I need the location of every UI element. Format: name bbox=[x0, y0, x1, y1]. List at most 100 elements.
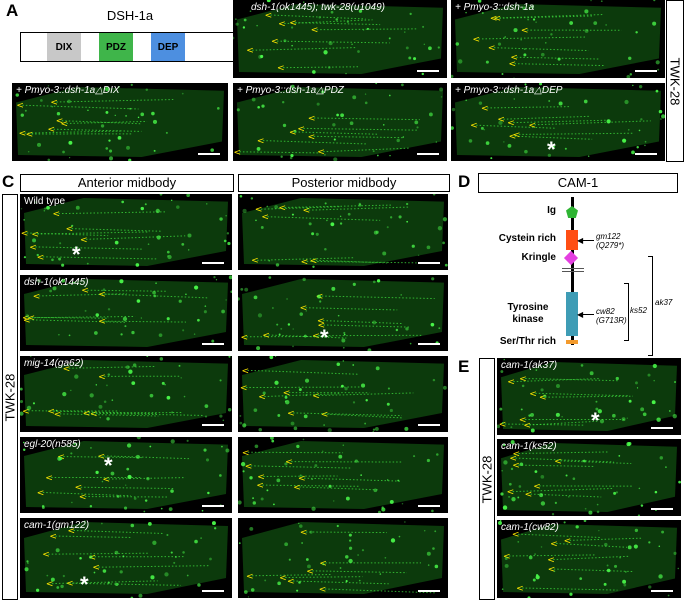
muscle-signal bbox=[544, 395, 633, 398]
muscle-signal bbox=[508, 554, 596, 557]
puncta-dot bbox=[354, 459, 358, 463]
puncta-dot bbox=[427, 564, 430, 566]
puncta-dot bbox=[314, 464, 318, 467]
puncta-dot bbox=[504, 563, 509, 568]
puncta-dot bbox=[128, 158, 132, 161]
puncta-dot bbox=[204, 305, 207, 307]
puncta-dot bbox=[606, 119, 611, 124]
puncta-dot bbox=[554, 501, 557, 504]
puncta-dot bbox=[642, 412, 647, 417]
arrowhead-icon: < bbox=[297, 124, 305, 134]
puncta-dot bbox=[194, 285, 199, 290]
puncta-dot bbox=[303, 334, 307, 338]
puncta-dot bbox=[152, 540, 157, 545]
puncta-dot bbox=[673, 551, 677, 555]
puncta-dot bbox=[606, 564, 609, 567]
puncta-dot bbox=[347, 212, 351, 216]
puncta-dot bbox=[23, 448, 26, 451]
puncta-dot bbox=[147, 243, 150, 245]
puncta-dot bbox=[61, 278, 65, 283]
arrowhead-icon: < bbox=[278, 204, 286, 214]
puncta-dot bbox=[626, 417, 628, 419]
arrowhead-icon: < bbox=[258, 393, 266, 403]
puncta-dot bbox=[414, 120, 419, 125]
puncta-dot bbox=[352, 95, 357, 100]
puncta-dot bbox=[186, 439, 189, 442]
puncta-dot bbox=[225, 448, 230, 453]
puncta-dot bbox=[431, 277, 435, 281]
puncta-dot bbox=[555, 384, 560, 388]
arrowhead-icon: < bbox=[539, 393, 547, 403]
muscle-signal bbox=[322, 320, 402, 325]
deletion-label-ks52: ks52 bbox=[630, 306, 647, 315]
arrowhead-icon: < bbox=[45, 474, 53, 484]
puncta-dot bbox=[417, 254, 420, 257]
puncta-dot bbox=[324, 248, 327, 251]
puncta-dot bbox=[44, 207, 47, 210]
puncta-dot bbox=[103, 400, 107, 404]
puncta-dot bbox=[302, 438, 305, 441]
micrograph-b-delta-dep: < < < < < < < + Pmyo-3::dsh-1a△DEP * bbox=[451, 83, 665, 161]
puncta-dot bbox=[298, 388, 302, 392]
puncta-dot bbox=[322, 563, 325, 566]
puncta-dot bbox=[497, 424, 501, 429]
puncta-dot bbox=[411, 244, 415, 248]
puncta-dot bbox=[584, 9, 589, 14]
muscle-signal bbox=[267, 216, 381, 221]
puncta-dot bbox=[333, 157, 338, 161]
muscle-signal bbox=[299, 486, 379, 491]
puncta-dot bbox=[501, 422, 504, 424]
puncta-dot bbox=[323, 424, 325, 426]
arrowhead-icon: < bbox=[308, 132, 316, 142]
muscle-signal bbox=[24, 130, 122, 134]
arrowhead-icon: < bbox=[26, 130, 34, 140]
puncta-dot bbox=[51, 258, 54, 262]
puncta-dot bbox=[386, 479, 389, 481]
puncta-dot bbox=[596, 503, 599, 506]
muscle-signal bbox=[514, 135, 593, 140]
puncta-dot bbox=[276, 323, 279, 326]
puncta-dot bbox=[115, 582, 119, 586]
caption: + Pmyo-3::dsh-1a△PDZ bbox=[237, 85, 344, 96]
micrograph-c-dsh1-anterior: < < < < < < < dsh-1(ok1445) bbox=[20, 275, 232, 351]
puncta-dot bbox=[413, 455, 416, 458]
puncta-dot bbox=[89, 393, 94, 398]
puncta-dot bbox=[423, 43, 426, 46]
puncta-dot bbox=[653, 379, 655, 382]
puncta-dot bbox=[539, 83, 543, 86]
arrowhead-icon: < bbox=[49, 532, 57, 542]
puncta-dot bbox=[159, 194, 163, 196]
arrowhead-icon: < bbox=[306, 567, 314, 577]
puncta-dot bbox=[240, 287, 244, 291]
puncta-dot bbox=[27, 150, 30, 153]
arrowhead-icon: < bbox=[529, 389, 537, 399]
puncta-dot bbox=[55, 548, 60, 553]
puncta-dot bbox=[341, 338, 346, 343]
puncta-dot bbox=[170, 489, 174, 493]
worm-body bbox=[501, 362, 677, 431]
puncta-dot bbox=[432, 378, 436, 382]
puncta-dot bbox=[107, 581, 110, 584]
fluorescence-texture: <<<<<<< bbox=[233, 0, 443, 76]
arrowhead-icon: < bbox=[256, 481, 264, 491]
puncta-dot bbox=[137, 116, 140, 119]
puncta-dot bbox=[527, 18, 530, 21]
puncta-dot bbox=[307, 564, 311, 569]
puncta-dot bbox=[204, 404, 209, 408]
puncta-dot bbox=[426, 245, 431, 250]
arrowhead-icon: < bbox=[289, 19, 297, 29]
muscle-signal bbox=[257, 257, 355, 261]
arrowhead-icon: < bbox=[60, 119, 68, 129]
puncta-dot bbox=[250, 588, 255, 592]
puncta-dot bbox=[176, 205, 180, 209]
puncta-dot bbox=[117, 86, 120, 89]
scale-bar bbox=[651, 427, 673, 429]
puncta-dot bbox=[434, 564, 439, 569]
puncta-dot bbox=[304, 378, 310, 383]
puncta-dot bbox=[264, 579, 267, 582]
puncta-dot bbox=[75, 205, 80, 210]
puncta-dot bbox=[342, 444, 345, 446]
puncta-dot bbox=[124, 325, 127, 328]
caption: egl-20(n585) bbox=[24, 439, 81, 450]
puncta-dot bbox=[397, 479, 400, 482]
